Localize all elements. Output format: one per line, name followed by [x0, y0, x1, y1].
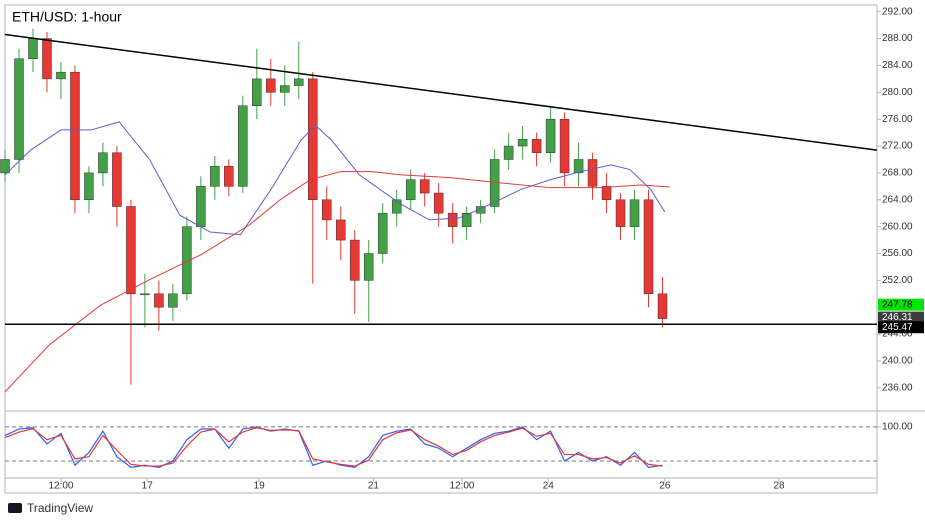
- candle-body: [0, 159, 10, 174]
- candle-body: [224, 165, 234, 187]
- candle-body: [447, 212, 458, 227]
- candle-body: [503, 145, 514, 160]
- candle-body: [210, 165, 220, 187]
- candle-body: [363, 253, 374, 281]
- moving-average: [4, 171, 670, 393]
- y-tick-label: 288.00: [882, 33, 913, 44]
- candle-body: [433, 192, 444, 214]
- x-tick-label: 21: [368, 481, 380, 492]
- candle-body: [252, 78, 262, 106]
- y-tick-label: 276.00: [882, 114, 913, 125]
- logo: TradingView: [8, 501, 93, 515]
- y-tick-label: 256.00: [882, 248, 913, 259]
- candle-body: [112, 152, 122, 207]
- candle-body: [349, 239, 360, 281]
- candle-body: [168, 293, 178, 308]
- price-label-bg: [878, 298, 924, 311]
- candle-body: [84, 172, 94, 201]
- candle-body: [419, 179, 430, 194]
- candle-body: [56, 71, 66, 80]
- x-tick-label: 28: [774, 481, 786, 492]
- price-label-bg: [878, 321, 924, 334]
- y-tick-label: 284.00: [882, 60, 913, 71]
- candle-body: [587, 159, 598, 187]
- price-label: 247.78: [882, 299, 913, 310]
- candle-body: [238, 105, 248, 187]
- candle-body: [28, 38, 38, 59]
- candle-body: [573, 159, 584, 174]
- x-tick-label: 26: [659, 481, 671, 492]
- y-tick-label: 272.00: [882, 141, 913, 152]
- chart-title: ETH/USD: 1-hour: [12, 9, 122, 25]
- candle-body: [517, 139, 528, 147]
- candle-body: [629, 199, 640, 227]
- candle-body: [140, 293, 150, 296]
- x-tick-label: 12:00: [48, 481, 73, 492]
- candle-body: [545, 118, 556, 154]
- y-tick-label: 236.00: [882, 382, 913, 393]
- candle-body: [657, 293, 668, 319]
- candle-body: [391, 199, 402, 214]
- y-tick-label: 268.00: [882, 168, 913, 179]
- candle-body: [405, 179, 416, 201]
- moving-average: [4, 121, 666, 236]
- candle-body: [475, 206, 486, 214]
- y-tick-label: 240.00: [882, 356, 913, 367]
- trendline: [4, 33, 878, 151]
- candle-body: [280, 85, 290, 93]
- x-tick-label: 12:00: [449, 481, 474, 492]
- x-tick-label: 19: [254, 481, 266, 492]
- price-label-bg: [878, 311, 924, 324]
- y-tick-label: 280.00: [882, 87, 913, 98]
- candle-body: [294, 78, 304, 86]
- candle-body: [266, 78, 276, 93]
- candle-body: [196, 186, 206, 227]
- x-tick-label: 24: [543, 481, 555, 492]
- candle-body: [70, 71, 80, 201]
- x-tick-label: 17: [142, 481, 154, 492]
- candle-body: [98, 152, 108, 174]
- candle-body: [182, 226, 192, 295]
- brand-name: TradingView: [27, 501, 93, 515]
- candle-body: [615, 199, 626, 227]
- y-tick-label: 252.00: [882, 275, 913, 286]
- candle-body: [308, 78, 318, 201]
- candle-body: [14, 58, 24, 160]
- y-tick-label: 264.00: [882, 194, 913, 205]
- y-tick-label: 244.00: [882, 329, 913, 340]
- candle-body: [42, 38, 52, 80]
- candle-body: [601, 186, 612, 201]
- candle-body: [643, 199, 654, 295]
- candle-body: [377, 212, 388, 254]
- y-tick-label: 292.00: [882, 6, 913, 17]
- price-label: 246.31: [882, 312, 913, 323]
- candle-body: [461, 212, 472, 227]
- candle-body: [154, 293, 164, 308]
- y-tick-label: 100.00: [882, 422, 913, 433]
- candle-body: [531, 139, 542, 154]
- logo-icon: [8, 503, 22, 513]
- candle-body: [322, 199, 332, 221]
- oscillator-line: [4, 427, 663, 467]
- candle-body: [335, 219, 346, 241]
- candle-body: [126, 206, 136, 295]
- frame: [4, 4, 878, 494]
- y-tick-label: 260.00: [882, 221, 913, 232]
- candle-body: [559, 118, 570, 174]
- price-label: 245.47: [882, 322, 913, 333]
